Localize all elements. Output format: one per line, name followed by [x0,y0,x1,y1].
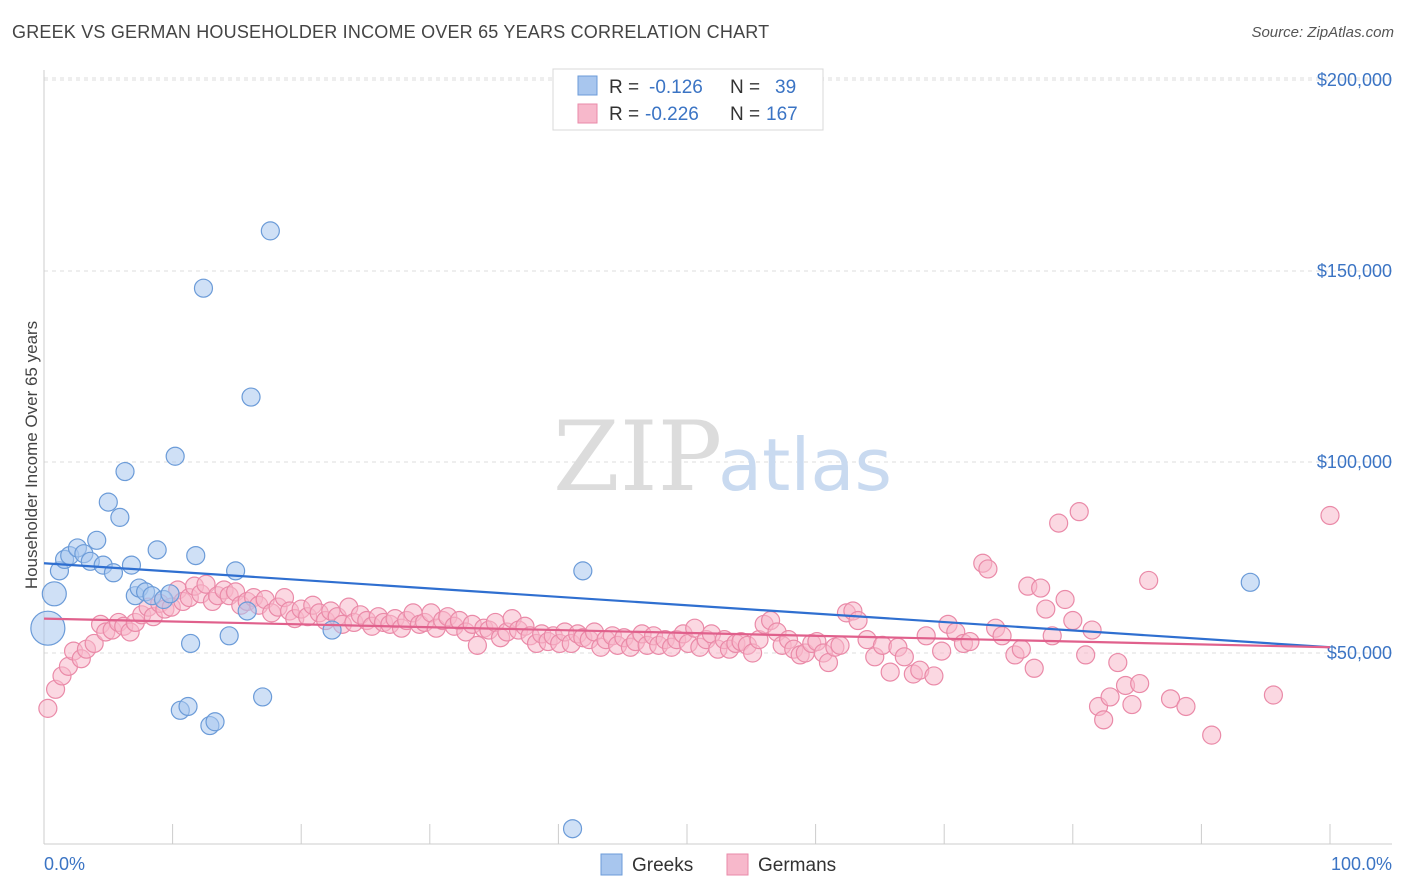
german-point [1024,658,1044,678]
watermark: ZIP atlas [553,401,892,513]
greek-point [193,278,214,298]
x-tick-label: 0.0% [44,854,85,874]
y-tick-labels: $50,000 $100,000 $150,000 $200,000 [1317,70,1392,663]
german-point [880,662,900,682]
german-point [1176,696,1196,717]
german-point [1160,689,1181,709]
greeks-trend-line [43,562,1331,649]
german-point [38,698,58,718]
german-point [848,610,868,631]
german-point [960,631,980,652]
y-tick-label: $100,000 [1317,452,1392,472]
legend-swatch-germans [577,103,598,124]
german-point [1055,589,1075,610]
legend-germans-n-value: 167 [766,104,798,125]
chart-title: GREEK VS GERMAN HOUSEHOLDER INCOME OVER … [12,22,770,42]
german-point [1108,652,1128,673]
greek-point [165,446,185,466]
german-point [1063,610,1083,631]
greek-point [87,530,107,550]
german-point [84,633,104,654]
greek-point [178,696,198,717]
greek-point [186,545,206,566]
greek-point [237,601,257,621]
watermark-zip: ZIP [553,401,722,513]
german-point [1082,620,1102,640]
german-point [1122,694,1142,715]
greek-point [1240,572,1260,592]
legend-frame [552,68,824,131]
greek-point [181,633,201,654]
legend-greeks-n-value: 39 [775,77,796,98]
greek-point [205,712,225,732]
bottom-legend-greeks: Greeks [632,855,693,876]
source-label: Source: ZipAtlas.com [1251,24,1394,41]
bottom-legend-swatch-germans [726,853,749,876]
german-point [1036,599,1056,619]
y-axis-label: Householder Income Over 65 years [22,321,41,589]
greek-point [160,584,180,604]
german-point [196,574,216,594]
greek-point [147,540,167,560]
german-point [1049,513,1069,533]
greek-point [110,507,130,527]
greek-point [219,626,239,646]
german-point [1031,578,1051,598]
bottom-legend-swatch-greeks [600,853,623,876]
greek-point [253,687,273,707]
trend-lines [43,562,1331,649]
greek-point [562,819,583,839]
greek-point [241,387,261,407]
german-point [1320,505,1340,526]
german-point [1094,710,1114,730]
german-point [916,626,936,646]
x-tick-label: 100.0% [1331,854,1392,874]
legend-germans-r-value: -0.226 [645,104,699,125]
german-point [1100,687,1120,707]
greek-point [41,581,67,607]
greek-point [98,492,118,512]
german-point [1011,639,1031,659]
y-tick-label: $200,000 [1317,70,1392,90]
greeks-points [30,221,1260,839]
legend-swatch-greeks [577,75,598,96]
greek-point [121,555,142,575]
greek-point [322,620,342,640]
german-point [830,635,850,655]
greek-point [573,561,593,581]
german-point [932,641,952,661]
greek-point [260,221,280,241]
german-point [1076,645,1096,665]
german-point [1130,673,1150,694]
german-point [467,635,487,655]
y-tick-label: $50,000 [1327,643,1392,663]
german-point [894,647,914,667]
greek-point [115,461,135,482]
legend-greeks-r-value: -0.126 [649,77,703,98]
watermark-atlas: atlas [718,423,892,507]
greek-point [30,610,66,646]
german-point [1202,725,1222,745]
legend-greeks-n-label: N = [730,77,760,98]
x-tick-labels: 0.0% 100.0% [44,854,1392,874]
legend-germans-n-label: N = [730,104,760,125]
german-point [992,626,1012,646]
german-point [1069,502,1089,522]
y-tick-label: $150,000 [1317,261,1392,281]
german-point [924,666,944,686]
bottom-legend: Greeks Germans [600,853,836,876]
legend-germans-r-label: R = [609,104,639,125]
germans-points [38,502,1340,745]
bottom-legend-germans: Germans [758,855,836,876]
german-point [1263,685,1284,705]
legend-box: R = -0.126 N = 39 R = -0.226 N = 167 [552,68,824,131]
germans-trend-line [43,617,1331,649]
german-point [1139,570,1159,591]
legend-greeks-r-label: R = [609,77,639,98]
german-point [978,559,998,579]
